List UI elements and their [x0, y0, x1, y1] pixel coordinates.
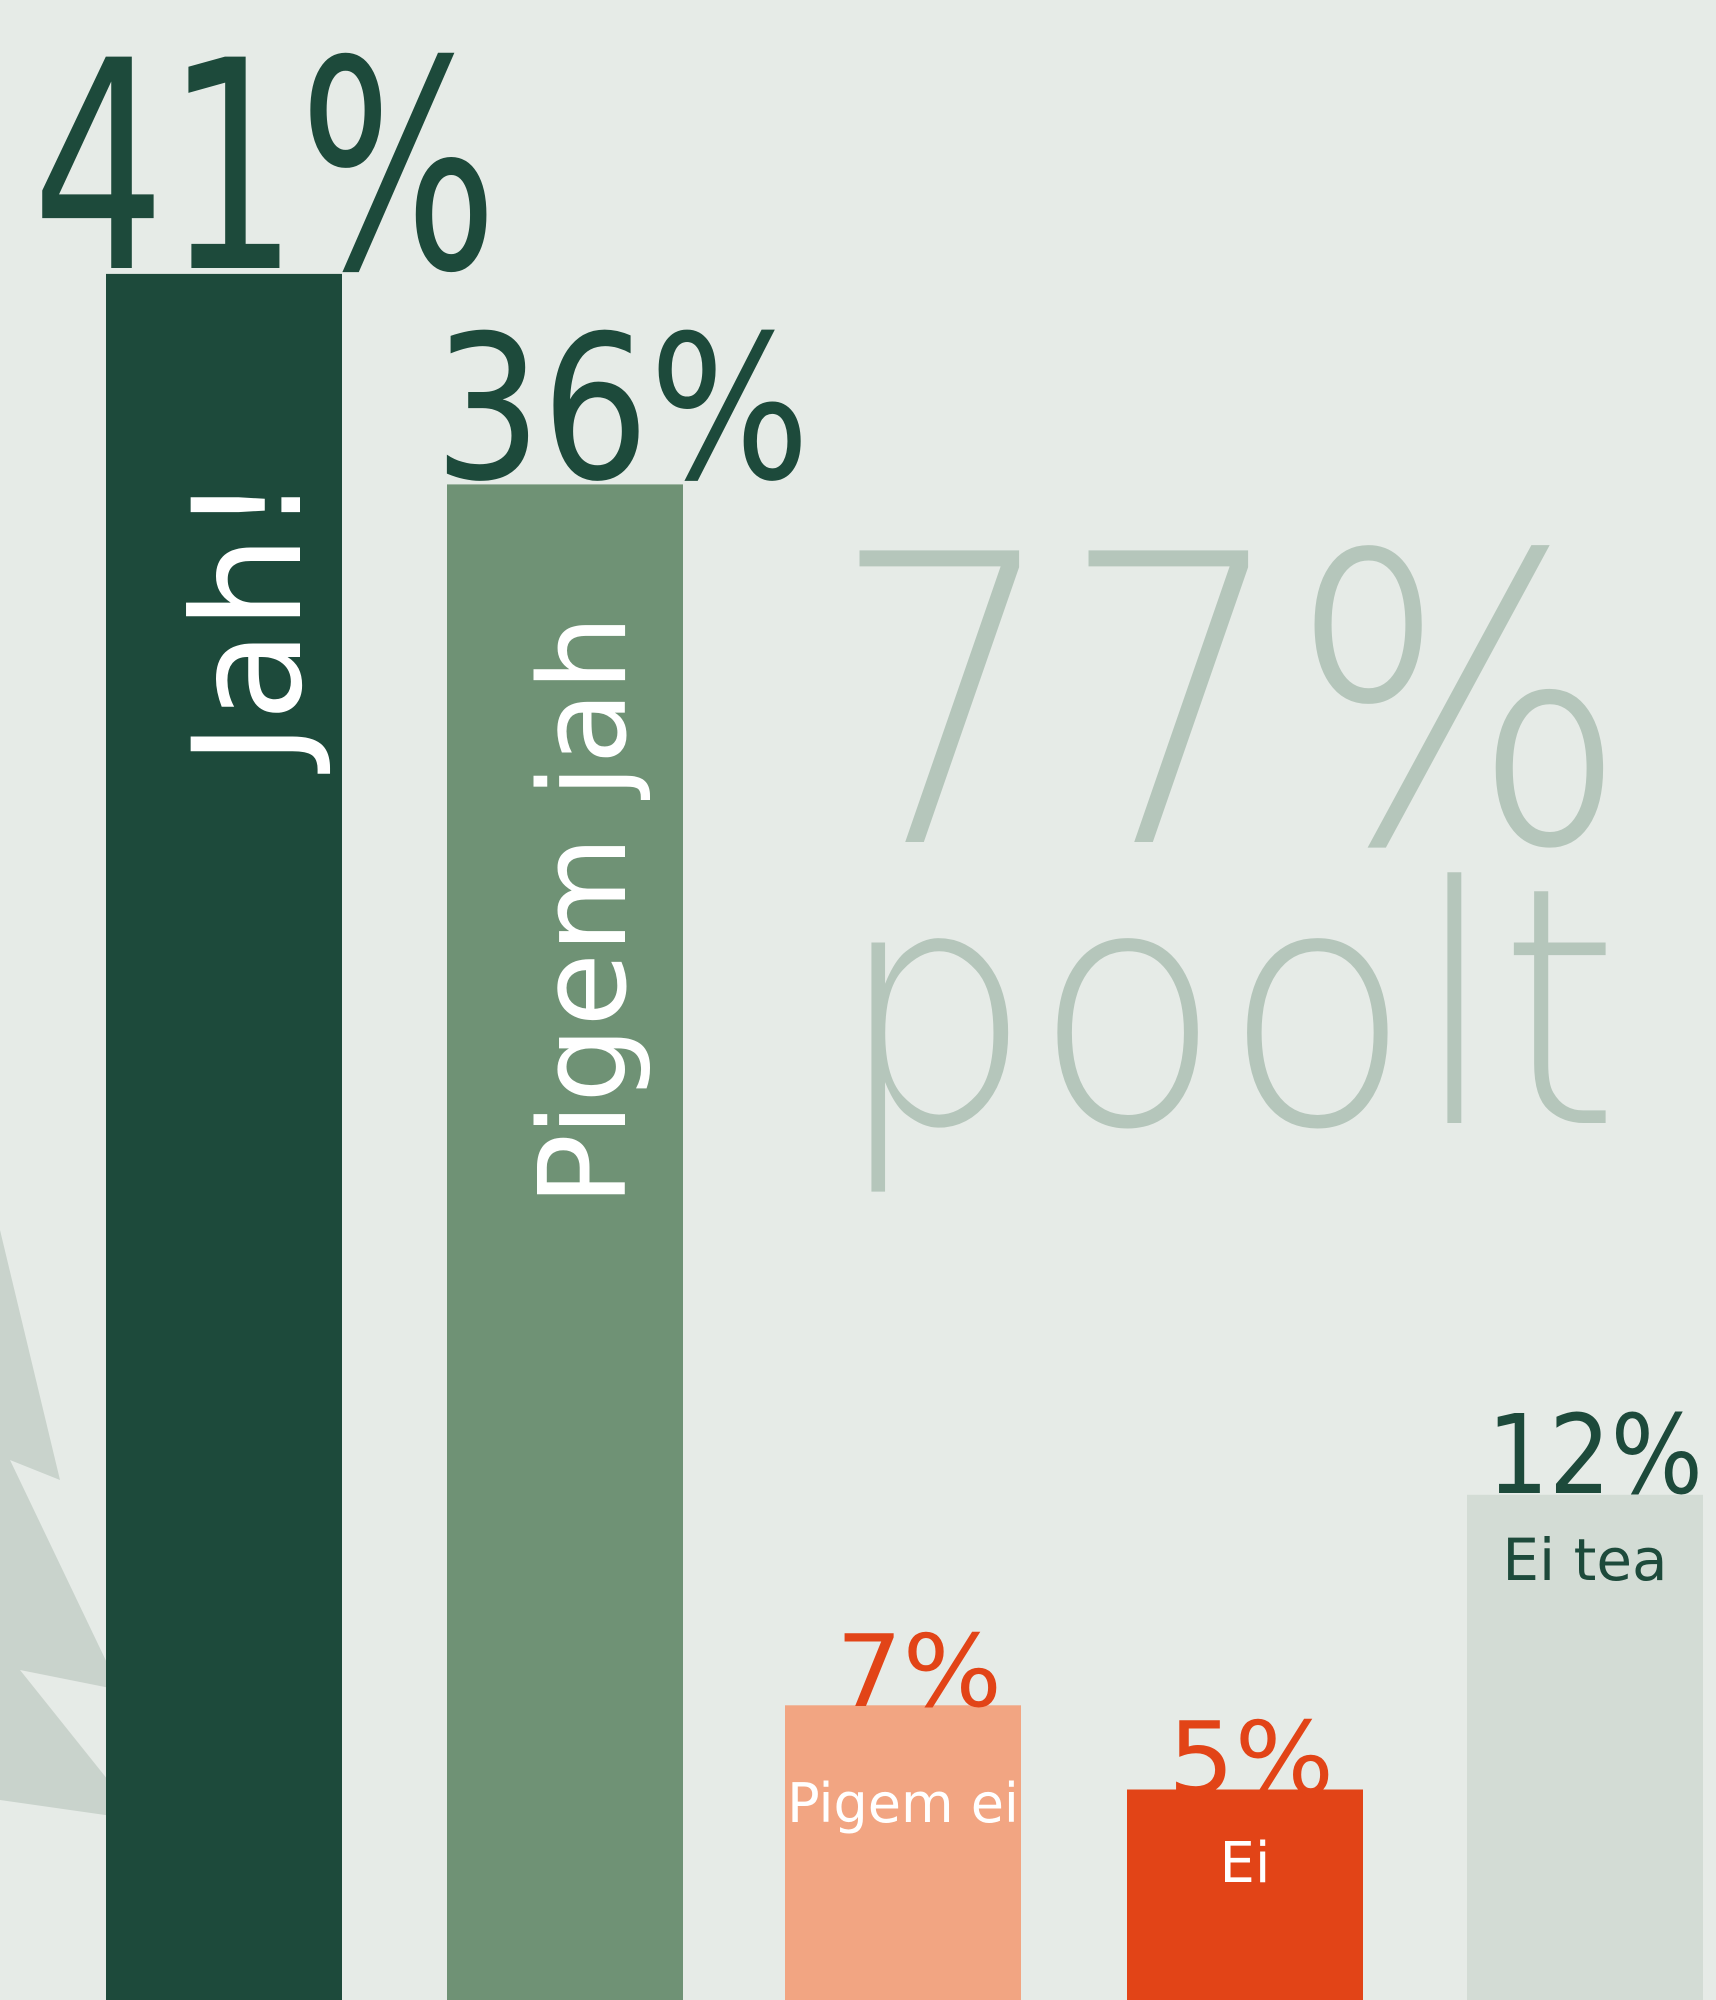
bar [785, 1705, 1021, 2000]
value-label: 7% [836, 1613, 1002, 1730]
value-label: 36% [434, 293, 810, 526]
value-label: 41% [32, 0, 498, 337]
bar [1127, 1789, 1363, 2000]
bar [447, 484, 683, 2000]
tree-decoration [0, 1230, 140, 1820]
value-label: 12% [1487, 1391, 1703, 1519]
annotation-percent: 77% [830, 472, 1630, 937]
value-label: 5% [1168, 1700, 1334, 1817]
category-label: Jah! [162, 475, 336, 774]
category-label: Ei tea [1502, 1526, 1667, 1594]
bar [1467, 1494, 1703, 2000]
category-label: Ei [1220, 1831, 1271, 1896]
bar [106, 273, 342, 2000]
category-label: Pigem jah [515, 615, 654, 1206]
annotation-word: poolt [836, 817, 1620, 1201]
category-label: Pigem ei [787, 1772, 1019, 1835]
